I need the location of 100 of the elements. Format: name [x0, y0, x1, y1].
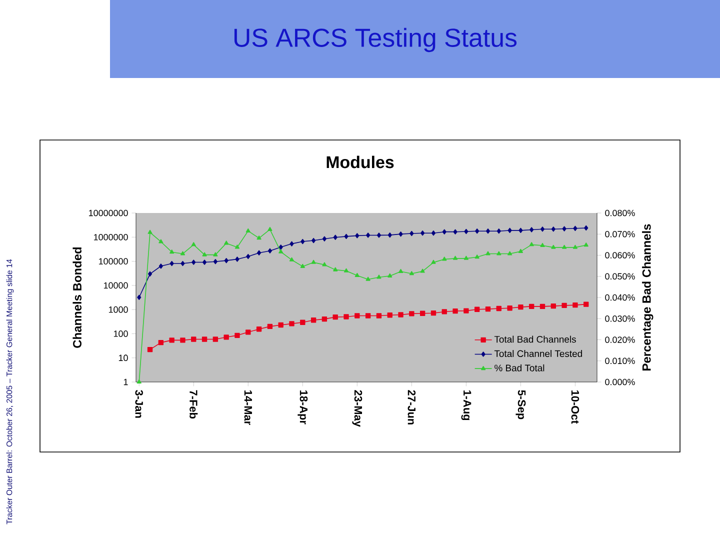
- point: [584, 302, 589, 307]
- point: [246, 254, 250, 260]
- point: [430, 310, 436, 316]
- point: [550, 303, 556, 309]
- point: [529, 304, 534, 310]
- point: [202, 336, 208, 342]
- point: [508, 228, 512, 234]
- y2-tick-label: 0.030%: [605, 315, 635, 322]
- y2-tick-label: 0.060%: [605, 252, 635, 258]
- x-tick-label: 3-Jan: [135, 390, 143, 418]
- y2-tick-label: 0.050%: [605, 273, 635, 280]
- point: [234, 332, 240, 338]
- point: [170, 260, 174, 266]
- point: [344, 314, 349, 320]
- y2-tick-label: 0.010%: [605, 358, 635, 364]
- y-tick-label: 10: [118, 354, 128, 362]
- chart-subtitle: Modules: [326, 156, 394, 168]
- point: [485, 306, 491, 312]
- point: [180, 338, 186, 343]
- point: [573, 226, 578, 232]
- point: [420, 310, 426, 316]
- chart-title: US ARCS Testing Status: [234, 28, 517, 52]
- point: [268, 248, 272, 254]
- point: [312, 238, 316, 244]
- point: [474, 306, 480, 312]
- point: [530, 227, 534, 232]
- point: [540, 226, 545, 232]
- point: [202, 260, 207, 265]
- point: [540, 304, 546, 310]
- point: [453, 229, 458, 234]
- point: [158, 340, 164, 346]
- x-tick-label: 1-Aug: [461, 390, 472, 420]
- point: [431, 230, 436, 236]
- point: [376, 313, 382, 318]
- point: [246, 330, 251, 335]
- point: [518, 304, 524, 310]
- point: [310, 318, 316, 323]
- point: [235, 256, 240, 262]
- point: [224, 258, 228, 264]
- x-tick-label: 10-Oct: [571, 390, 580, 424]
- y-tick-label: 10000000: [89, 210, 128, 216]
- point: [562, 226, 566, 232]
- point: [212, 336, 218, 342]
- point: [158, 264, 163, 269]
- legend-label: Total Bad Channels: [494, 336, 576, 343]
- y2-tick-label: 0.080%: [605, 210, 635, 216]
- point: [496, 306, 502, 312]
- point: [322, 236, 326, 242]
- point: [322, 316, 328, 322]
- x-tick-label: 27-Jun: [408, 390, 416, 424]
- y-tick-label: 10000: [104, 282, 128, 289]
- y2-tick-label: 0.040%: [605, 294, 635, 301]
- y-tick-label: 100: [114, 330, 128, 337]
- y-axis-title: Channels Bonded: [72, 247, 82, 348]
- y2-tick-label: 0.000%: [605, 378, 635, 386]
- x-tick-label: 14-Mar: [244, 390, 252, 425]
- x-tick-label: 23-May: [352, 390, 362, 427]
- point: [300, 238, 305, 244]
- point: [191, 336, 196, 342]
- point: [496, 228, 501, 234]
- point: [137, 294, 142, 300]
- point: [300, 320, 306, 325]
- point: [344, 234, 348, 240]
- x-tick-label: 18-Apr: [298, 390, 308, 424]
- point: [147, 347, 153, 352]
- x-tick-label: 5-Sep: [516, 390, 526, 420]
- point: [551, 226, 556, 232]
- point: [333, 234, 338, 240]
- point: [365, 313, 371, 318]
- point: [398, 231, 403, 237]
- point: [518, 228, 523, 234]
- point: [192, 260, 196, 265]
- legend-label: % Bad Total: [494, 364, 544, 372]
- point: [562, 302, 567, 308]
- point: [410, 230, 414, 236]
- point: [148, 271, 152, 277]
- point: [354, 313, 360, 318]
- point: [420, 230, 425, 236]
- point: [267, 324, 273, 330]
- point: [387, 312, 392, 318]
- point: [278, 322, 284, 328]
- point: [475, 228, 480, 234]
- point: [388, 232, 392, 238]
- point: [332, 314, 338, 320]
- point: [256, 326, 262, 332]
- x-tick-label: 7-Feb: [190, 390, 198, 419]
- point: [464, 228, 468, 234]
- point: [464, 308, 469, 314]
- point: [452, 308, 458, 314]
- y-tick-label: 1: [124, 378, 128, 386]
- point: [256, 250, 262, 256]
- y2-tick-label: 0.070%: [605, 230, 635, 238]
- point: [366, 232, 370, 238]
- point: [290, 241, 294, 246]
- y2-tick-label: 0.020%: [605, 336, 635, 343]
- point: [398, 312, 404, 318]
- point: [507, 306, 512, 311]
- point: [355, 233, 360, 238]
- point: [572, 302, 578, 308]
- point: [409, 311, 414, 316]
